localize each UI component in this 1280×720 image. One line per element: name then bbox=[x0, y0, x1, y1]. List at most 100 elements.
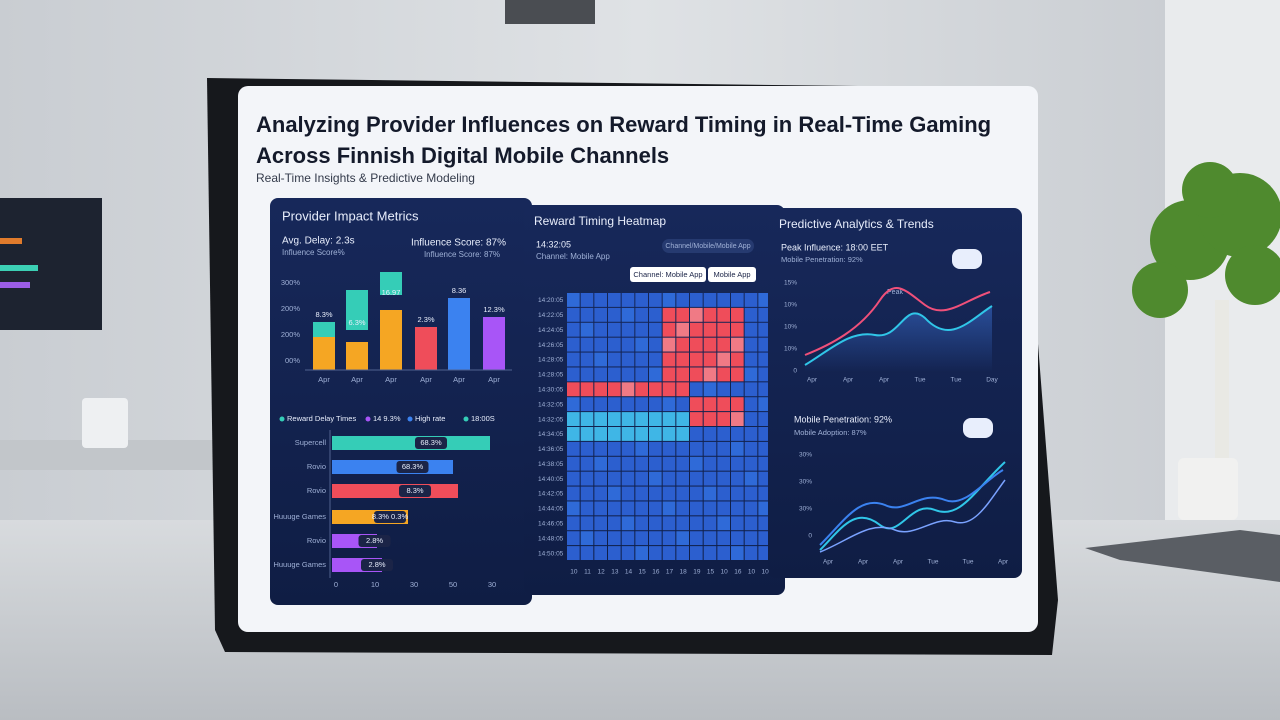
col-label: 18 bbox=[680, 569, 688, 576]
heat-cell bbox=[758, 501, 771, 516]
tab[interactable] bbox=[708, 267, 756, 282]
metric: Mobile Penetration: 92% bbox=[794, 414, 892, 424]
heat-cell bbox=[594, 352, 607, 367]
heat-cell bbox=[703, 367, 717, 382]
heat-cell bbox=[649, 427, 662, 441]
heat-cell bbox=[690, 412, 703, 426]
row-label: 14:46:05 bbox=[538, 520, 564, 527]
heat-cell bbox=[676, 397, 689, 412]
heat-cell bbox=[662, 546, 676, 560]
heat-cell bbox=[649, 486, 662, 501]
heat-cell bbox=[621, 337, 635, 352]
bar-label: 8.3% bbox=[406, 486, 423, 495]
heat-cell bbox=[676, 322, 689, 337]
heat-cell bbox=[594, 456, 607, 471]
heat-cell bbox=[608, 501, 621, 516]
heat-cell bbox=[621, 307, 635, 322]
heat-cell bbox=[608, 456, 621, 471]
heat-cell bbox=[608, 352, 621, 367]
row-label: 14:34:05 bbox=[538, 431, 564, 438]
heat-cell bbox=[717, 501, 730, 516]
heat-cell bbox=[567, 322, 580, 337]
legend-label: Reward Delay Times bbox=[287, 414, 356, 423]
heat-cell bbox=[703, 501, 717, 516]
y-tick-label: 15% bbox=[784, 280, 797, 287]
heat-cell bbox=[731, 322, 744, 337]
heat-cell bbox=[703, 322, 717, 337]
heat-cell bbox=[717, 516, 730, 531]
x-tick-label: 0 bbox=[334, 580, 338, 589]
bar-label: 2.8% bbox=[366, 536, 383, 545]
heat-cell bbox=[662, 441, 676, 456]
heat-cell bbox=[635, 367, 648, 382]
heat-cell bbox=[703, 337, 717, 352]
heat-cell bbox=[567, 352, 580, 367]
heat-cell bbox=[608, 367, 621, 382]
heat-cell bbox=[744, 307, 758, 322]
heat-cell bbox=[690, 427, 703, 441]
heat-cell bbox=[676, 367, 689, 382]
heat-cell bbox=[608, 441, 621, 456]
heat-cell bbox=[621, 471, 635, 486]
title: Analyzing Provider Influences on Reward … bbox=[256, 112, 991, 137]
heat-cell bbox=[703, 546, 717, 560]
row-label: 14:22:05 bbox=[538, 312, 564, 319]
heat-cell bbox=[635, 322, 648, 337]
bar-label: 68.3% bbox=[402, 462, 424, 471]
row-label: 14:32:05 bbox=[538, 416, 564, 423]
heat-cell bbox=[717, 382, 730, 397]
metric-sub: Mobile Adoption: 87% bbox=[794, 428, 867, 437]
heat-cell bbox=[731, 501, 744, 516]
heat-cell bbox=[690, 501, 703, 516]
heat-cell bbox=[690, 337, 703, 352]
heat-cell bbox=[594, 427, 607, 441]
heat-cell bbox=[717, 456, 730, 471]
heat-cell bbox=[758, 412, 771, 426]
col-label: 11 bbox=[584, 569, 591, 576]
col-label: 16 bbox=[734, 569, 742, 576]
row-label: 14:38:05 bbox=[538, 461, 564, 468]
heat-cell bbox=[580, 486, 594, 501]
heat-cell bbox=[703, 427, 717, 441]
heat-cell bbox=[635, 382, 648, 397]
y-tick-label: 0 bbox=[808, 533, 812, 540]
heat-cell bbox=[731, 352, 744, 367]
provider-label: Rovio bbox=[307, 536, 326, 545]
heat-cell bbox=[758, 427, 771, 441]
heat-cell bbox=[635, 441, 648, 456]
heat-cell bbox=[621, 382, 635, 397]
provider-label: Huuuge Games bbox=[273, 512, 326, 521]
heat-cell bbox=[717, 412, 730, 426]
x-tick-label: Tue bbox=[951, 377, 962, 384]
heat-cell bbox=[649, 397, 662, 412]
heat-cell bbox=[717, 546, 730, 560]
bar-label: 16.97 bbox=[382, 288, 401, 297]
trend-line bbox=[819, 461, 1006, 551]
legend-dot bbox=[279, 416, 285, 422]
heat-cell bbox=[621, 516, 635, 531]
heat-cell bbox=[731, 441, 744, 456]
heat-cell bbox=[594, 367, 607, 382]
heat-cell bbox=[676, 337, 689, 352]
heat-cell bbox=[567, 427, 580, 441]
heat-cell bbox=[744, 352, 758, 367]
heat-cell bbox=[744, 441, 758, 456]
heat-cell bbox=[608, 531, 621, 546]
heat-cell bbox=[758, 456, 771, 471]
heat-cell bbox=[690, 367, 703, 382]
search-box[interactable] bbox=[662, 239, 754, 253]
heat-cell bbox=[744, 382, 758, 397]
heat-cell bbox=[580, 546, 594, 560]
heat-cell bbox=[649, 322, 662, 337]
x-tick-label: 30 bbox=[410, 580, 418, 589]
heat-cell bbox=[594, 322, 607, 337]
heat-cell bbox=[608, 486, 621, 501]
heat-cell bbox=[649, 531, 662, 546]
panel-title: Provider Impact Metrics bbox=[282, 208, 419, 223]
col-label: 19 bbox=[693, 569, 701, 576]
tab[interactable] bbox=[630, 267, 706, 282]
heat-cell bbox=[703, 397, 717, 412]
bar-label: 8.36 bbox=[452, 286, 467, 295]
vertical-bars bbox=[305, 272, 512, 371]
search-text: Channel/Mobile/Mobile App bbox=[665, 243, 750, 250]
